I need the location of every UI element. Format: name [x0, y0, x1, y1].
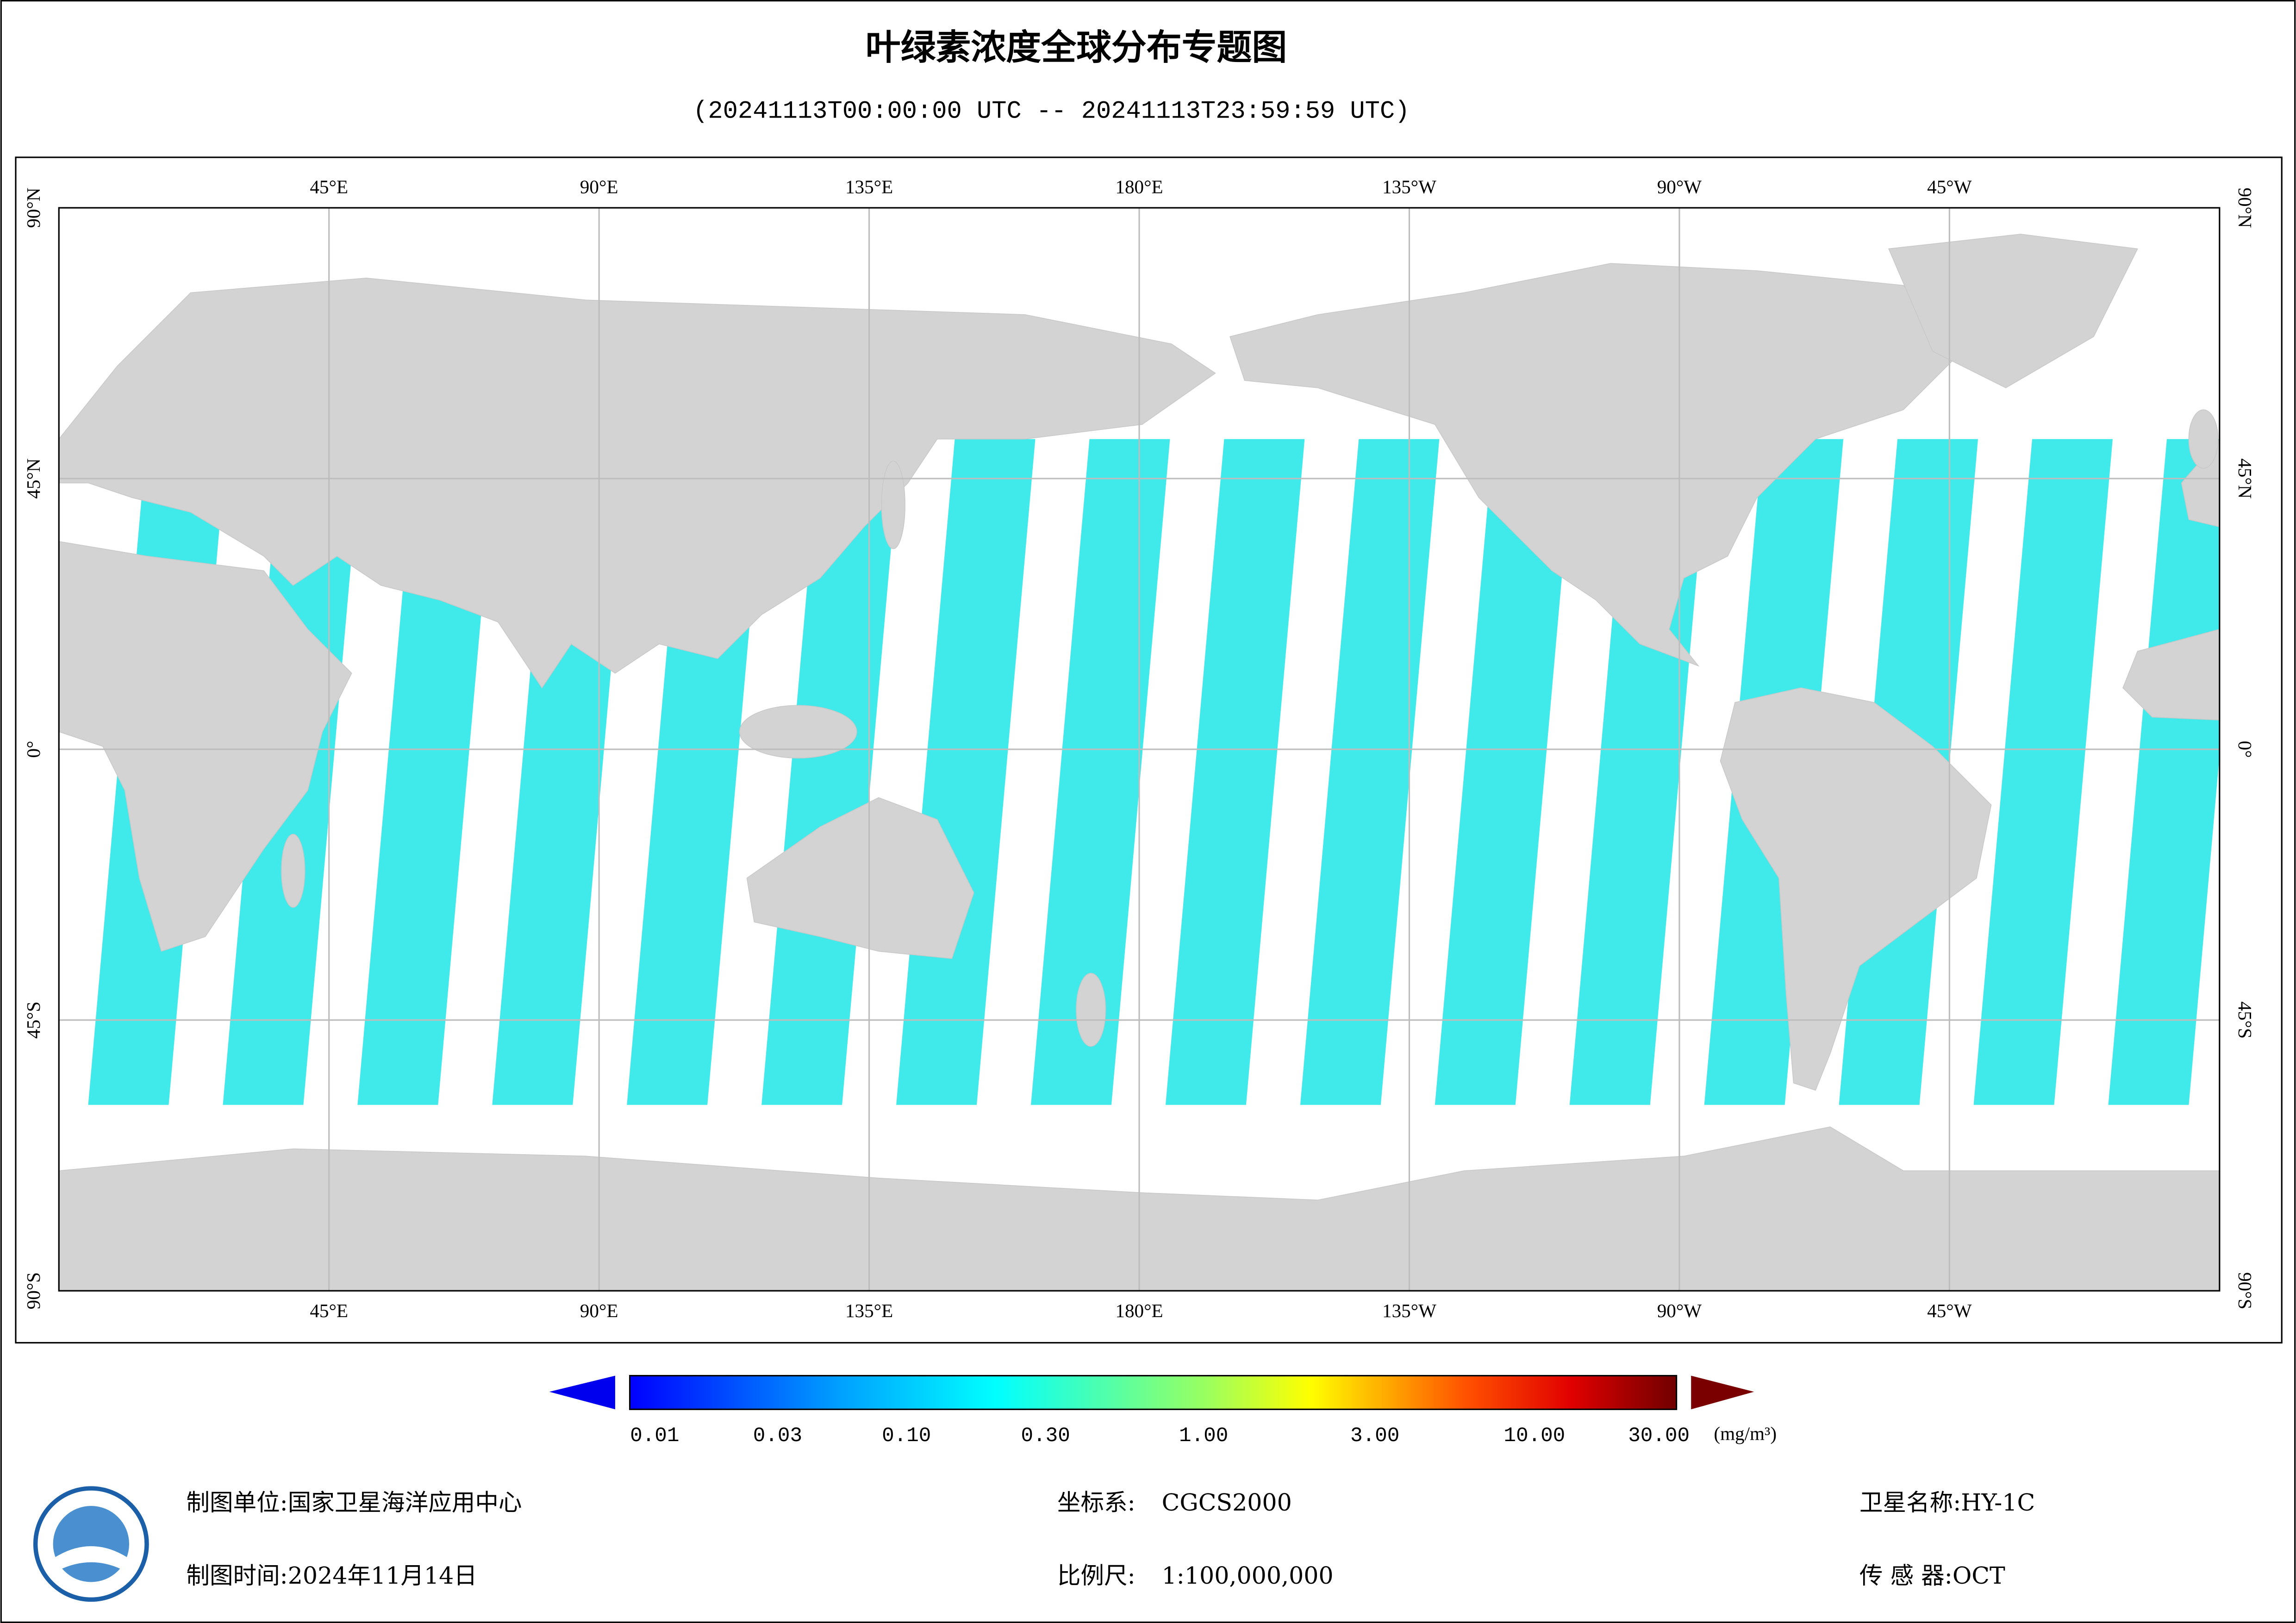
crs: 坐标系: CGCS2000 [1057, 1489, 1292, 1516]
lat-label-right: 0° [2234, 741, 2256, 758]
madagascar [281, 833, 306, 908]
new-zealand [1076, 973, 1106, 1047]
colorbar-ticks: 0.01 0.03 0.10 0.30 1.00 3.00 10.00 30.00 [630, 1424, 1690, 1448]
north-america [1229, 263, 1963, 667]
graticule [59, 208, 2220, 1291]
colorbar-low-arrow [549, 1375, 615, 1410]
lon-label-top: 90°E [580, 176, 618, 197]
lon-label-top: 90°W [1657, 176, 1702, 197]
logo-globe [53, 1506, 130, 1582]
indonesia [739, 705, 857, 759]
lon-label-top: 45°W [1927, 176, 1972, 197]
swath [761, 439, 901, 1105]
colorbar-tick-label: 3.00 [1350, 1424, 1399, 1448]
lat-label-right: 45°S [2234, 1001, 2256, 1038]
scale: 比例尺: 1:100,000,000 [1057, 1562, 1334, 1589]
colorbar-tick-label: 0.01 [630, 1424, 679, 1448]
eurasia [59, 278, 1216, 689]
lon-label-bottom: 45°E [310, 1300, 348, 1321]
swath [2108, 439, 2220, 1105]
swath [1031, 439, 1170, 1105]
colorbar-unit: (mg/m³) [1714, 1423, 1777, 1445]
org: 制图单位:国家卫星海洋应用中心 [186, 1489, 522, 1516]
africa [59, 541, 352, 952]
map-subtitle: (20241113T00:00:00 UTC -- 20241113T23:59… [693, 98, 1410, 126]
colorbar-tick-label: 0.30 [1021, 1424, 1070, 1448]
british-isles [2188, 409, 2219, 469]
map-border [58, 207, 2221, 1292]
logo-wave [53, 1546, 130, 1573]
lon-label-top: 45°E [310, 176, 348, 197]
colorbar-high-arrow [1691, 1375, 1754, 1410]
swath [1973, 439, 2113, 1105]
australia [746, 797, 974, 959]
lat-label-left: 90°S [23, 1272, 44, 1309]
lat-label-right: 45°N [2234, 458, 2256, 498]
satellite: 卫星名称:HY-1C [1859, 1489, 2035, 1516]
lat-label-left: 45°S [23, 1001, 44, 1038]
map-body [59, 208, 2220, 1291]
greenland [1888, 234, 2138, 388]
lon-label-bottom: 90°W [1657, 1300, 1702, 1321]
colorbar [629, 1374, 1678, 1410]
date: 制图时间:2024年11月14日 [186, 1562, 477, 1589]
lat-label-left: 90°N [23, 187, 44, 228]
lat-label-left: 0° [23, 741, 44, 758]
colorbar-tick-label: 10.00 [1504, 1424, 1565, 1448]
logo [33, 1486, 149, 1602]
lat-label-left: 45°N [23, 458, 44, 498]
colorbar-tick-label: 1.00 [1179, 1424, 1228, 1448]
lon-label-bottom: 45°W [1927, 1300, 1972, 1321]
colorbar-tick-label: 30.00 [1628, 1424, 1690, 1448]
swath [1165, 439, 1305, 1105]
lon-label-top: 180°E [1115, 176, 1163, 197]
japan [881, 460, 905, 549]
lat-label-right: 90°S [2234, 1272, 2256, 1309]
lon-label-bottom: 90°E [580, 1300, 618, 1321]
swath [1300, 439, 1440, 1105]
south-america [1720, 687, 1992, 1091]
map-title: 叶绿素浓度全球分布专题图 [866, 27, 1287, 68]
lon-label-bottom: 180°E [1115, 1300, 1163, 1321]
africa-west [2122, 628, 2220, 721]
lat-label-right: 90°N [2234, 187, 2256, 228]
colorbar-tick-label: 0.03 [753, 1424, 802, 1448]
sensor: 传 感 器:OCT [1859, 1562, 2005, 1589]
lon-label-top: 135°W [1382, 176, 1436, 197]
graticule-labels: 45°E 45°E 90°E 90°E 135°E 135°E 180°E 180°E 135°… [23, 176, 2256, 1321]
lon-label-bottom: 135°E [845, 1300, 893, 1321]
lon-label-bottom: 135°W [1382, 1300, 1436, 1321]
swath [1435, 439, 1574, 1105]
lon-label-top: 135°E [845, 176, 893, 197]
colorbar-tick-label: 0.10 [882, 1424, 931, 1448]
